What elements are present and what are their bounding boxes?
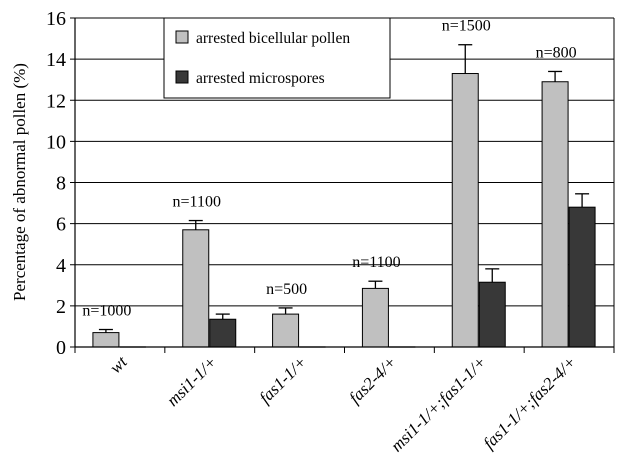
bar <box>478 281 506 348</box>
y-tick-label: 8 <box>56 173 66 195</box>
x-category-label: wt <box>106 351 132 377</box>
y-tick-label: 12 <box>46 90 66 112</box>
x-category-label: msi1-1/+;fas1-1/+ <box>387 352 490 455</box>
bar <box>451 73 479 348</box>
y-tick-label: 4 <box>56 255 66 277</box>
y-tick-label: 2 <box>56 296 66 318</box>
legend-swatch-microspores <box>175 70 189 84</box>
sample-size-label: n=1000 <box>82 303 131 320</box>
bar <box>182 229 210 348</box>
bar <box>361 287 389 348</box>
bar <box>568 206 596 348</box>
bar <box>209 318 237 348</box>
x-category-label: fas1-1/+;fas2-4/+ <box>479 352 579 452</box>
bar <box>272 313 300 348</box>
legend-swatch-bicellular <box>175 30 189 44</box>
y-axis-label: Percentage of abnormal pollen (%) <box>10 63 29 301</box>
sample-size-label: n=1100 <box>173 194 221 211</box>
x-category-label: msi1-1/+ <box>163 352 221 410</box>
sample-size-label: n=500 <box>266 281 307 298</box>
x-category-label: fas2-4/+ <box>345 352 400 407</box>
y-tick-label: 0 <box>56 337 66 359</box>
x-category-label: fas1-1/+ <box>255 352 310 407</box>
sample-size-label: n=1100 <box>352 254 400 271</box>
legend-label-microspores: arrested microspores <box>196 70 325 87</box>
bar <box>92 332 120 348</box>
sample-size-label: n=800 <box>536 44 577 61</box>
y-tick-label: 16 <box>46 8 66 30</box>
legend: arrested bicellular pollen arrested micr… <box>163 17 391 99</box>
bars <box>92 44 596 348</box>
y-tick-label: 14 <box>46 49 66 71</box>
sample-size-label: n=1500 <box>442 18 491 35</box>
bar <box>541 81 569 348</box>
legend-box <box>163 17 391 99</box>
y-tick-label: 10 <box>46 131 66 153</box>
legend-label-bicellular: arrested bicellular pollen <box>196 30 350 47</box>
y-tick-label: 6 <box>56 214 66 236</box>
axes <box>70 17 615 353</box>
